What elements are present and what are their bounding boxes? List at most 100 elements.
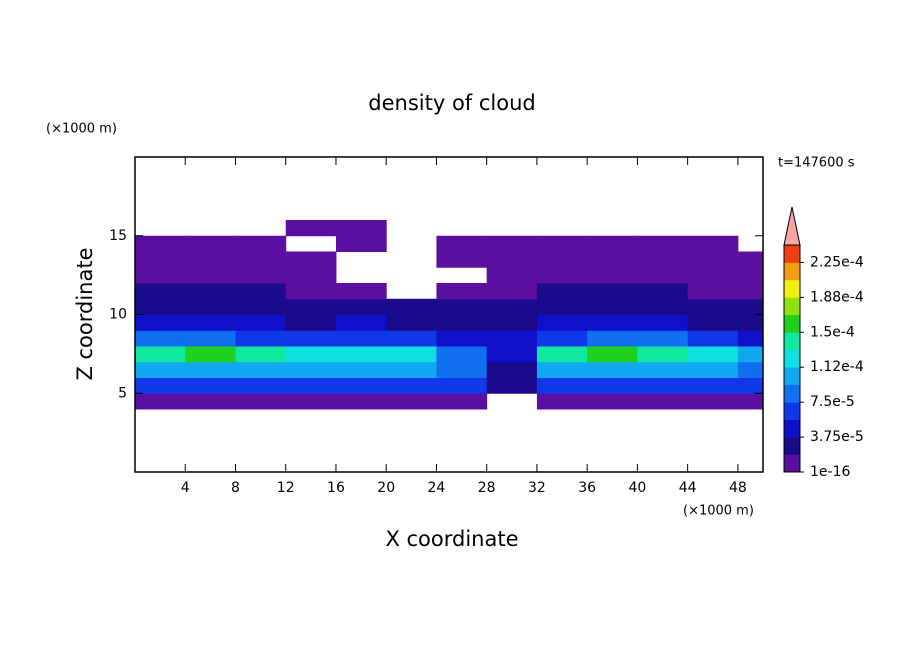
contour-cell xyxy=(285,330,337,347)
contour-cell xyxy=(235,298,287,315)
contour-cell xyxy=(235,251,287,268)
chart-title: density of cloud xyxy=(368,91,535,115)
colorbar-tick-label: 1.5e-4 xyxy=(810,324,855,340)
contour-cell xyxy=(536,377,588,394)
y-tick-label: 10 xyxy=(109,307,127,323)
contour-cell xyxy=(637,361,689,378)
y-axis-label: Z coordinate xyxy=(73,247,97,380)
contour-cell xyxy=(587,377,638,394)
colorbar-band xyxy=(784,262,800,281)
colorbar-extend xyxy=(783,206,801,246)
contour-cell xyxy=(436,314,488,331)
contour-cell xyxy=(687,298,739,315)
contour-cell xyxy=(386,346,437,363)
contour-cell xyxy=(637,393,689,410)
contour-cell xyxy=(185,298,236,315)
contour-cell xyxy=(235,267,287,284)
contour-cell xyxy=(536,361,588,378)
colorbar-band xyxy=(784,279,800,298)
contour-cell xyxy=(185,267,236,284)
colorbar-band xyxy=(784,297,800,316)
contour-cell xyxy=(235,283,287,300)
contour-cell xyxy=(436,377,488,394)
contour-cell xyxy=(637,377,689,394)
colorbar-tick-label: 1.12e-4 xyxy=(810,359,864,375)
x-tick-label: 20 xyxy=(377,480,395,496)
colorbar-tick-label: 1e-16 xyxy=(810,464,850,480)
contour-cell xyxy=(285,314,337,331)
contour-cell xyxy=(386,330,437,347)
contour-cell xyxy=(436,251,488,268)
contour-cell xyxy=(687,283,739,300)
x-tick-label: 16 xyxy=(327,480,345,496)
colorbar-tick-label: 1.88e-4 xyxy=(810,289,864,305)
contour-cell xyxy=(436,235,488,252)
contour-cell xyxy=(587,251,638,268)
contour-cell xyxy=(185,393,236,410)
contour-cell xyxy=(687,377,739,394)
x-tick-label: 32 xyxy=(528,480,546,496)
contour-cell xyxy=(386,377,437,394)
contour-cell xyxy=(135,267,186,284)
contour-cell xyxy=(536,235,588,252)
contour-cell xyxy=(637,298,689,315)
contour-cell xyxy=(235,330,287,347)
x-tick-label: 44 xyxy=(679,480,697,496)
contour-cell xyxy=(536,314,588,331)
contour-cell xyxy=(386,314,437,331)
contour-cell xyxy=(486,251,538,268)
contour-cell xyxy=(335,361,387,378)
contour-cell xyxy=(486,346,538,363)
x-tick-label: 48 xyxy=(729,480,747,496)
contour-cell xyxy=(235,235,287,252)
colorbar-band xyxy=(784,332,800,351)
contour-cell xyxy=(185,346,236,363)
contour-cell xyxy=(135,393,186,410)
x-tick-label: 24 xyxy=(428,480,446,496)
contour-cell xyxy=(185,314,236,331)
contour-cell xyxy=(285,377,337,394)
contour-cell xyxy=(737,346,764,363)
contour-cell xyxy=(386,361,437,378)
contour-cell xyxy=(687,330,739,347)
colorbar-band xyxy=(784,349,800,368)
contour-cell xyxy=(135,361,186,378)
contour-cell xyxy=(135,314,186,331)
contour-cell xyxy=(386,393,437,410)
contour-cell xyxy=(587,330,638,347)
x-unit: (×1000 m) xyxy=(683,504,754,519)
contour-cell xyxy=(335,235,387,252)
contour-cell xyxy=(135,235,186,252)
contour-cell xyxy=(536,346,588,363)
contour-cell xyxy=(185,377,236,394)
colorbar-band xyxy=(784,419,800,438)
contour-cell xyxy=(486,235,538,252)
contour-cell xyxy=(486,330,538,347)
contour-cell xyxy=(687,314,739,331)
contour-cell xyxy=(185,361,236,378)
contour-cell xyxy=(185,235,236,252)
contour-cell xyxy=(737,361,764,378)
contour-cell xyxy=(135,283,186,300)
contour-cell xyxy=(587,267,638,284)
contour-cell xyxy=(637,267,689,284)
colorbar-band xyxy=(784,367,800,385)
contour-cell xyxy=(737,283,764,300)
contour-cell xyxy=(687,346,739,363)
y-tick-label: 5 xyxy=(118,385,127,401)
colorbar-tick-label: 7.5e-5 xyxy=(810,394,855,410)
contour-cell xyxy=(486,361,538,378)
contour-cell xyxy=(235,393,287,410)
contour-cell xyxy=(587,393,638,410)
contour-cell xyxy=(135,346,186,363)
contour-cell xyxy=(687,235,739,252)
contour-cell xyxy=(335,393,387,410)
contour-cell xyxy=(285,220,337,237)
contour-cell xyxy=(687,251,739,268)
y-unit: (×1000 m) xyxy=(46,122,117,137)
colorbar-band xyxy=(784,384,800,403)
contour-cell xyxy=(436,361,488,378)
contour-cell xyxy=(737,267,764,284)
contour-cell xyxy=(737,251,764,268)
contour-cell xyxy=(637,346,689,363)
